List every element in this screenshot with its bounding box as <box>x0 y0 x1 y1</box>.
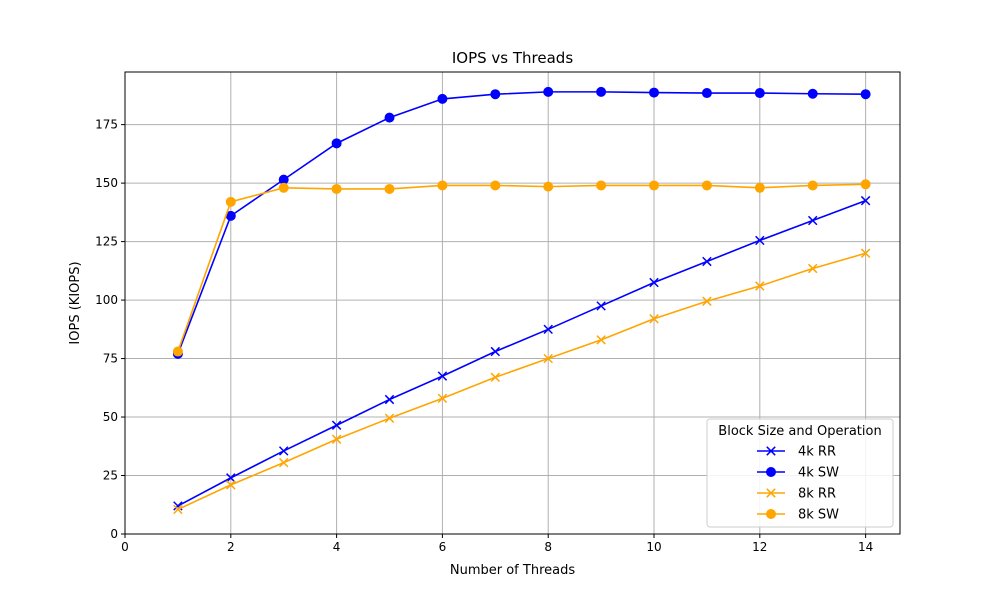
x-tick-label: 6 <box>439 540 447 554</box>
series-3-point-2 <box>278 182 289 193</box>
series-1-point-5 <box>437 93 448 104</box>
series-3-point-7 <box>543 181 554 192</box>
y-tick-label: 150 <box>95 176 118 190</box>
series-0-point-13 <box>860 195 871 206</box>
series-1-point-7 <box>543 86 554 97</box>
x-tick-label: 14 <box>858 540 873 554</box>
series-1-point-10 <box>701 88 712 99</box>
y-tick-label: 75 <box>103 352 118 366</box>
series-2-line <box>177 252 866 511</box>
series-0-point-5 <box>437 371 448 381</box>
y-axis-label: IOPS (KIOPS) <box>68 261 83 344</box>
legend-label: 4k RR <box>798 445 836 460</box>
x-axis-label: Number of Threads <box>450 563 575 578</box>
series-3-point-3 <box>331 183 342 194</box>
series-1-point-2 <box>278 174 289 185</box>
series-3-point-0 <box>172 346 183 357</box>
series-legend-2-point-0 <box>766 488 776 498</box>
series-2-point-0 <box>173 504 183 515</box>
series-3-point-1 <box>225 196 236 207</box>
series-0-point-1 <box>226 473 236 483</box>
series-3-point-11 <box>754 182 765 193</box>
series-0 <box>173 195 871 511</box>
series-2-point-3 <box>331 434 342 444</box>
series-1-point-9 <box>649 87 660 98</box>
series-0-point-7 <box>543 324 553 335</box>
series-3 <box>172 179 871 357</box>
legend-label: 8k SW <box>798 508 839 523</box>
series-3-point-5 <box>437 180 448 191</box>
legend-entry-2: 8k RR <box>757 487 836 502</box>
series-1 <box>172 86 871 359</box>
legend-title: Block Size and Operation <box>718 424 881 439</box>
series-2-point-5 <box>437 393 448 404</box>
series-3-point-10 <box>701 180 712 191</box>
series-0-point-4 <box>384 394 395 405</box>
series-1-point-11 <box>754 88 765 99</box>
series-2-point-11 <box>755 281 765 291</box>
series-1-line <box>177 91 866 355</box>
series-3-point-4 <box>384 183 395 194</box>
series-3-point-13 <box>860 179 871 190</box>
series-2 <box>173 248 871 515</box>
x-tick-label: 10 <box>646 540 661 554</box>
series-0-point-10 <box>702 256 712 267</box>
series-0-point-8 <box>596 301 606 311</box>
axis-ticks: 0 2 4 6 8 10 12 14 0 25 50 75 100 125 150 175 <box>95 118 873 554</box>
series-0-point-12 <box>807 215 818 226</box>
plot-area-frame <box>124 71 901 535</box>
y-tick-label: 100 <box>95 293 118 307</box>
series-0-point-2 <box>278 446 289 456</box>
series-2-point-8 <box>596 335 606 345</box>
chart-title: IOPS vs Threads <box>452 49 573 67</box>
legend-label: 4k SW <box>798 466 839 481</box>
series-3-point-9 <box>649 180 660 191</box>
series-1-point-6 <box>490 89 501 100</box>
series-3-line <box>177 183 866 352</box>
series-1-point-3 <box>331 138 342 149</box>
series-legend-3-point-0 <box>766 509 776 519</box>
series-3-point-6 <box>490 180 501 191</box>
series-2-point-2 <box>278 457 289 468</box>
y-tick-label: 175 <box>95 118 118 132</box>
legend-entry-1: 4k SW <box>757 466 839 481</box>
x-tick-label: 12 <box>752 540 767 554</box>
series-2-point-7 <box>543 353 553 364</box>
series-legend-1-point-0 <box>766 467 776 477</box>
series-layer <box>172 86 871 515</box>
y-tick-label: 50 <box>103 410 118 424</box>
series-0-point-9 <box>649 277 659 288</box>
series-3-point-12 <box>807 180 818 191</box>
series-2-point-12 <box>807 263 818 274</box>
x-tick-label: 4 <box>333 540 341 554</box>
legend-box <box>706 418 894 528</box>
series-2-point-13 <box>860 248 871 259</box>
legend-entry-3: 8k SW <box>757 508 839 523</box>
x-tick-label: 0 <box>121 540 129 554</box>
series-2-point-9 <box>649 314 659 324</box>
series-1-point-4 <box>384 112 395 123</box>
y-tick-label: 0 <box>110 527 118 541</box>
x-tick-label: 2 <box>227 540 235 554</box>
series-2-point-10 <box>702 296 712 306</box>
series-legend-0-point-0 <box>766 446 776 456</box>
legend-label: 8k RR <box>798 487 836 502</box>
series-2-point-1 <box>226 480 236 490</box>
series-1-point-13 <box>860 89 871 100</box>
y-tick-label: 125 <box>95 235 118 249</box>
series-3-point-8 <box>596 180 607 191</box>
series-2-point-6 <box>490 372 501 383</box>
series-0-point-3 <box>331 420 342 430</box>
series-1-point-8 <box>596 86 607 97</box>
y-tick-label: 25 <box>103 469 118 483</box>
legend: Block Size and Operation 4k RR 4k SW 8k RR… <box>706 418 894 528</box>
series-2-point-4 <box>384 413 395 423</box>
series-0-line <box>177 199 866 507</box>
x-tick-label: 8 <box>544 540 552 554</box>
series-0-point-11 <box>755 235 765 246</box>
series-1-point-12 <box>807 88 818 99</box>
series-0-point-6 <box>490 346 501 357</box>
legend-entry-0: 4k RR <box>757 445 836 460</box>
